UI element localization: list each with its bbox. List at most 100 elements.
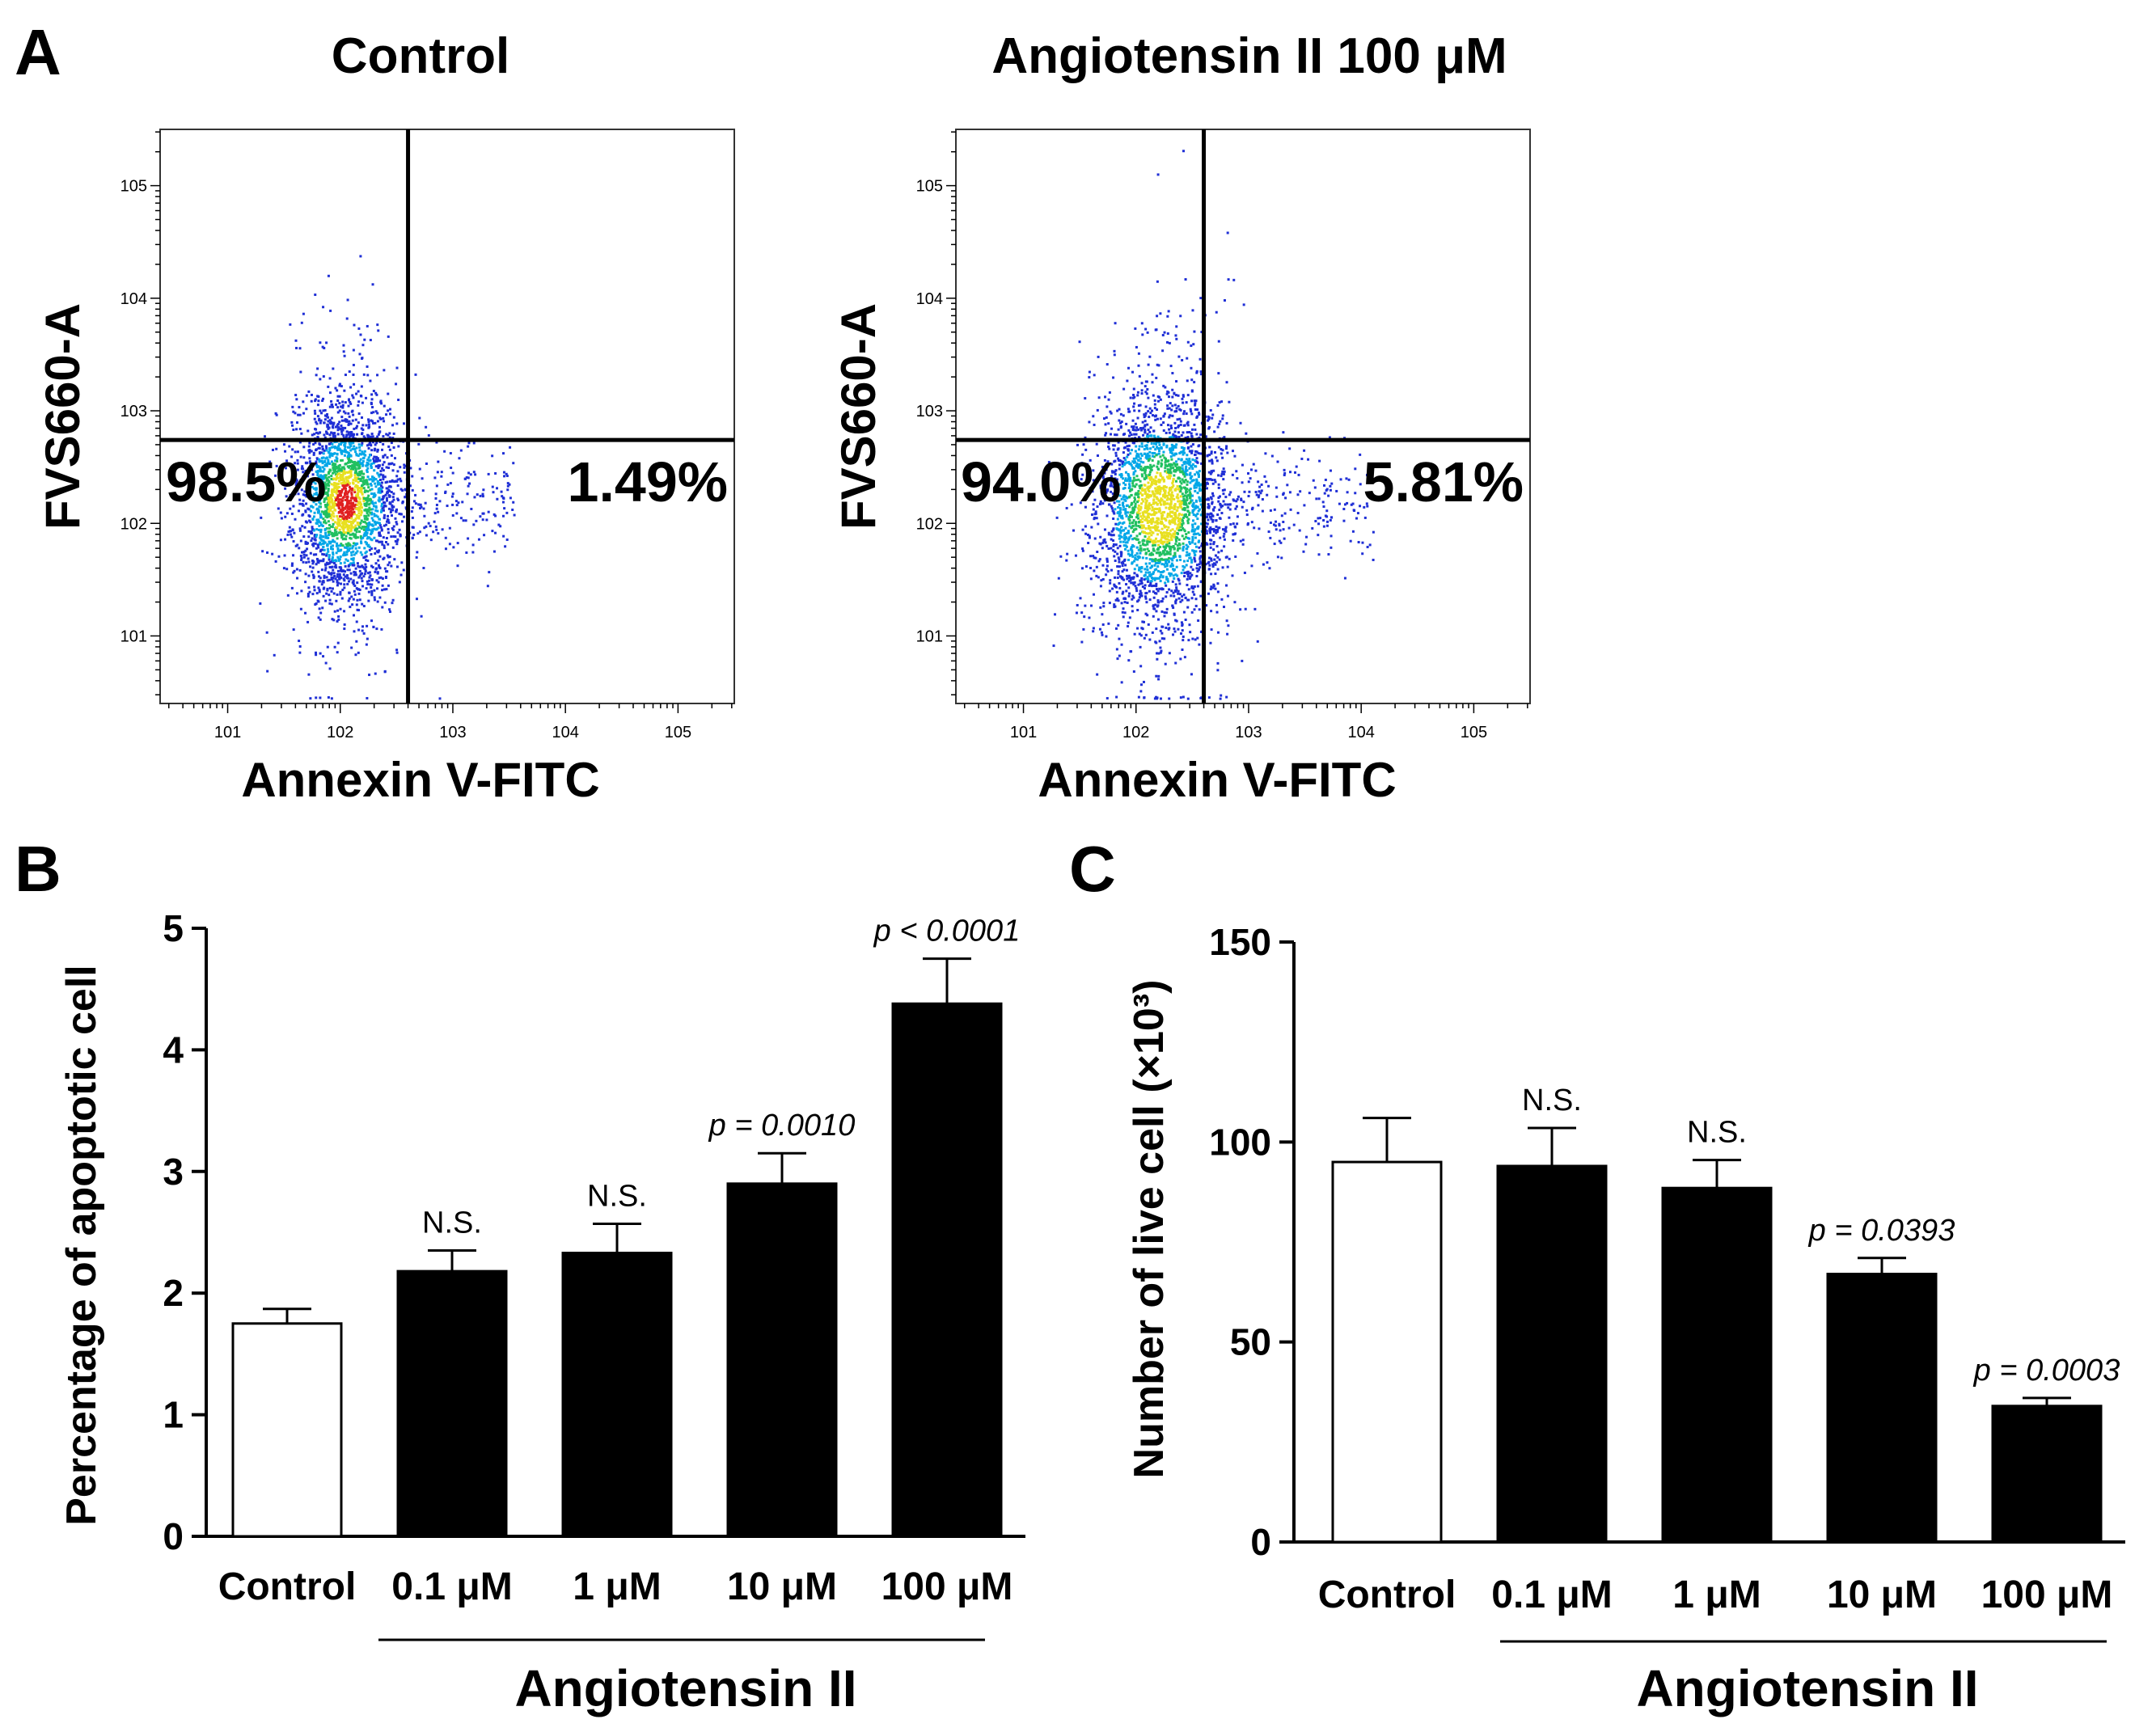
- event-dot: [1210, 513, 1213, 516]
- event-dot: [384, 505, 387, 508]
- event-dot: [291, 529, 294, 532]
- event-dot: [1166, 460, 1169, 463]
- event-dot: [338, 574, 341, 577]
- event-dot: [1162, 421, 1165, 425]
- event-dot: [336, 641, 340, 644]
- event-dot: [361, 429, 365, 432]
- event-dot: [1173, 533, 1177, 536]
- event-dot: [370, 449, 374, 452]
- event-dot: [472, 471, 476, 474]
- event-dot: [349, 513, 352, 517]
- event-dot: [348, 591, 351, 594]
- event-dot: [476, 493, 479, 496]
- event-dot: [1145, 466, 1148, 469]
- event-dot: [1142, 461, 1145, 464]
- event-dot: [362, 435, 366, 438]
- event-dot: [1207, 497, 1210, 501]
- event-dot: [285, 459, 289, 463]
- event-dot: [1233, 601, 1237, 604]
- event-dot: [352, 614, 355, 617]
- event-dot: [1090, 526, 1093, 529]
- event-dot: [378, 464, 381, 467]
- event-dot: [315, 462, 318, 465]
- event-dot: [392, 534, 395, 538]
- event-dot: [342, 487, 345, 490]
- event-dot: [389, 485, 392, 488]
- event-dot: [1215, 603, 1218, 606]
- event-dot: [497, 523, 501, 526]
- event-dot: [378, 425, 381, 429]
- event-dot: [1189, 572, 1192, 575]
- event-dot: [1127, 496, 1131, 499]
- event-dot: [399, 477, 402, 480]
- event-dot: [1186, 577, 1189, 581]
- event-dot: [351, 447, 354, 450]
- event-dot: [1178, 547, 1182, 550]
- event-dot: [306, 594, 310, 598]
- event-dot: [391, 509, 395, 512]
- event-dot: [1169, 468, 1172, 471]
- event-dot: [422, 566, 425, 569]
- event-dot: [385, 496, 388, 500]
- event-dot: [1287, 526, 1291, 530]
- event-dot: [313, 538, 316, 541]
- event-dot: [1145, 380, 1148, 383]
- event-dot: [1182, 412, 1186, 416]
- event-dot: [361, 475, 364, 479]
- event-dot: [376, 435, 379, 438]
- event-dot: [362, 534, 366, 537]
- event-dot: [1146, 452, 1149, 455]
- event-dot: [1185, 564, 1188, 567]
- event-dot: [365, 550, 368, 553]
- event-dot: [435, 503, 438, 506]
- event-dot: [1218, 401, 1221, 404]
- event-dot: [311, 505, 315, 509]
- event-dot: [328, 455, 332, 458]
- event-dot: [1269, 521, 1272, 524]
- event-dot: [353, 499, 357, 502]
- event-dot: [336, 423, 340, 426]
- event-dot: [340, 548, 343, 551]
- event-dot: [323, 418, 327, 421]
- event-dot: [317, 600, 320, 603]
- event-dot: [369, 454, 372, 457]
- event-dot: [356, 536, 359, 539]
- event-dot: [467, 445, 470, 448]
- event-dot: [1143, 574, 1146, 577]
- event-dot: [358, 353, 361, 356]
- event-dot: [1129, 431, 1132, 434]
- event-dot: [345, 577, 349, 580]
- event-dot: [305, 502, 308, 505]
- event-dot: [1162, 429, 1165, 432]
- event-dot: [298, 406, 301, 409]
- event-dot: [1218, 558, 1221, 561]
- event-dot: [1323, 492, 1326, 495]
- event-dot: [357, 564, 360, 568]
- event-dot: [312, 515, 315, 518]
- event-dot: [343, 627, 346, 631]
- event-dot: [345, 551, 349, 554]
- event-dot: [1128, 592, 1131, 595]
- event-dot: [1164, 463, 1167, 467]
- event-dot: [1109, 479, 1112, 482]
- event-dot: [1191, 637, 1194, 640]
- event-dot: [423, 514, 426, 517]
- event-dot: [292, 428, 295, 431]
- event-dot: [366, 582, 370, 585]
- event-dot: [298, 428, 302, 431]
- event-dot: [1156, 652, 1159, 655]
- event-dot: [1131, 551, 1134, 554]
- event-dot: [299, 607, 302, 610]
- event-dot: [1183, 571, 1186, 574]
- event-dot: [1235, 500, 1238, 503]
- event-dot: [1152, 553, 1155, 556]
- event-dot: [1144, 543, 1147, 547]
- event-dot: [1130, 433, 1133, 437]
- event-dot: [388, 480, 391, 484]
- event-dot: [379, 473, 383, 476]
- event-dot: [1189, 501, 1192, 504]
- event-dot: [373, 478, 376, 481]
- event-dot: [1164, 537, 1167, 540]
- event-dot: [305, 394, 308, 397]
- event-dot: [1156, 435, 1160, 438]
